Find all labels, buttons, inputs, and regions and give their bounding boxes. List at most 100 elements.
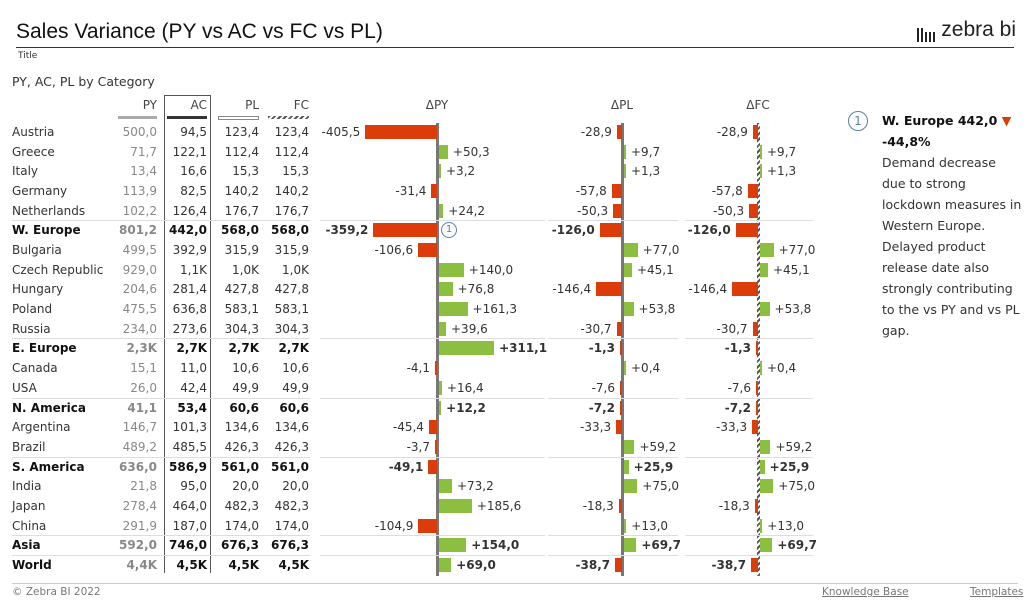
- cell-fc: 20,0: [282, 479, 309, 494]
- bar-dpl-positive: [624, 302, 634, 317]
- cell-ac: 187,0: [172, 518, 207, 533]
- cell-fc: 676,3: [271, 538, 309, 553]
- variance-label-dpl: +13,0: [631, 518, 669, 533]
- bar-dpy-positive: [439, 400, 442, 415]
- variance-label-dpy: -31,4: [395, 184, 427, 199]
- bar-dfc-positive: [760, 538, 773, 553]
- cell-ac: 82,5: [180, 184, 207, 199]
- bar-dfc-negative: [732, 282, 758, 297]
- row-separator: [320, 220, 545, 222]
- cell-ac: 1,1K: [180, 262, 207, 277]
- row-label: Hungary: [12, 282, 64, 297]
- bar-dpy-positive: [439, 479, 452, 494]
- triangle-down-icon: ▼: [1001, 113, 1012, 128]
- bar-dfc-negative: [752, 321, 758, 336]
- cell-pl: 1,0K: [232, 262, 259, 277]
- cell-fc: 482,3: [274, 498, 309, 513]
- header-delta-fc: ΔFC: [746, 98, 770, 112]
- cell-pl: 561,0: [221, 459, 259, 474]
- variance-label-dpy: +50,3: [452, 144, 490, 159]
- row-separator: [320, 554, 545, 556]
- variance-label-dpl: +75,0: [642, 479, 680, 494]
- row-separator: [12, 397, 310, 399]
- header-py: PY: [142, 98, 157, 112]
- row-separator: [548, 397, 678, 399]
- templates-link[interactable]: Templates: [970, 586, 1024, 598]
- cell-py: 592,0: [119, 538, 157, 553]
- bar-dpy-positive: [439, 498, 472, 513]
- variance-label-dpy: -4,1: [406, 361, 430, 376]
- axis-dpl: [621, 123, 624, 576]
- bar-dpl-negative: [616, 125, 622, 139]
- variance-label-dpl: +9,7: [631, 144, 661, 159]
- cell-ac: 273,6: [172, 321, 207, 336]
- row-separator: [12, 535, 310, 537]
- cell-pl: 174,0: [224, 518, 259, 533]
- header-marker-ac: [167, 116, 207, 119]
- cell-py: 278,4: [122, 498, 157, 513]
- header-pl: PL: [245, 98, 259, 112]
- row-label: Austria: [12, 125, 55, 139]
- cell-py: 146,7: [122, 420, 157, 435]
- bar-dpy-negative: [435, 361, 437, 376]
- cell-py: 13,4: [130, 164, 157, 179]
- variance-label-dpy: -405,5: [321, 125, 361, 139]
- cell-pl: 176,7: [224, 203, 259, 218]
- variance-label-dfc: -18,3: [718, 498, 750, 513]
- cell-fc: 60,6: [279, 400, 309, 415]
- row-separator: [548, 338, 678, 340]
- header-marker-pl: [218, 116, 259, 120]
- variance-label-dpy: -106,6: [374, 243, 414, 258]
- footer-divider: [12, 583, 1018, 584]
- row-label: Italy: [12, 164, 39, 179]
- bar-dfc-negative: [754, 498, 758, 513]
- bar-dfc-positive: [760, 518, 763, 533]
- comment-marker-1[interactable]: 1: [441, 222, 457, 239]
- variance-label-dpl: +0,4: [631, 361, 661, 376]
- variance-label-dfc: -1,3: [724, 341, 751, 356]
- variance-label-dpy: +3,2: [446, 164, 476, 179]
- cell-ac: 126,4: [172, 203, 207, 218]
- bar-dpy-negative: [418, 518, 437, 533]
- cell-pl: 583,1: [224, 302, 259, 317]
- bar-dpy-negative: [428, 459, 437, 474]
- cell-pl: 304,3: [224, 321, 259, 336]
- comment-percent: -44,8%: [882, 134, 931, 149]
- page-title: Sales Variance (PY vs AC vs FC vs PL): [16, 20, 383, 43]
- variance-label-dfc: +75,0: [778, 479, 816, 494]
- comment-marker[interactable]: 1: [848, 111, 868, 131]
- bar-dpl-positive: [624, 144, 626, 159]
- variance-label-dfc: +69,7: [777, 538, 817, 553]
- bar-dpl-positive: [624, 439, 635, 454]
- cell-py: 4,4K: [126, 557, 157, 572]
- variance-label-dpy: +69,0: [456, 557, 496, 572]
- cell-pl: 134,6: [224, 420, 259, 435]
- cell-py: 291,9: [122, 518, 157, 533]
- row-separator: [548, 554, 678, 556]
- cell-fc: 15,3: [282, 164, 309, 179]
- knowledge-base-link[interactable]: Knowledge Base: [822, 586, 909, 598]
- bar-dpy-positive: [439, 144, 448, 159]
- cell-ac: 2,7K: [176, 341, 207, 356]
- cell-pl: 112,4: [224, 144, 259, 159]
- cell-py: 102,2: [122, 203, 157, 218]
- cell-fc: 134,6: [274, 420, 309, 435]
- cell-fc: 4,5K: [278, 557, 309, 572]
- variance-label-dpy: +76,8: [457, 282, 495, 297]
- cell-pl: 15,3: [232, 164, 259, 179]
- bar-dfc-positive: [760, 302, 770, 317]
- cell-py: 475,5: [122, 302, 157, 317]
- row-label: S. America: [12, 459, 85, 474]
- variance-label-dpy: +73,2: [456, 479, 494, 494]
- row-label: USA: [12, 380, 37, 395]
- variance-label-dfc: +53,8: [774, 302, 812, 317]
- bar-dpy-negative: [428, 420, 437, 435]
- cell-fc: 561,0: [271, 459, 309, 474]
- bar-dfc-positive: [760, 479, 774, 494]
- variance-label-dpl: -146,4: [552, 282, 592, 297]
- cell-fc: 304,3: [274, 321, 309, 336]
- variance-label-dpy: +24,2: [448, 203, 486, 218]
- cell-pl: 4,5K: [228, 557, 259, 572]
- zebra-bi-logo: zebra bi: [917, 18, 1016, 42]
- bar-dfc-negative: [749, 203, 758, 218]
